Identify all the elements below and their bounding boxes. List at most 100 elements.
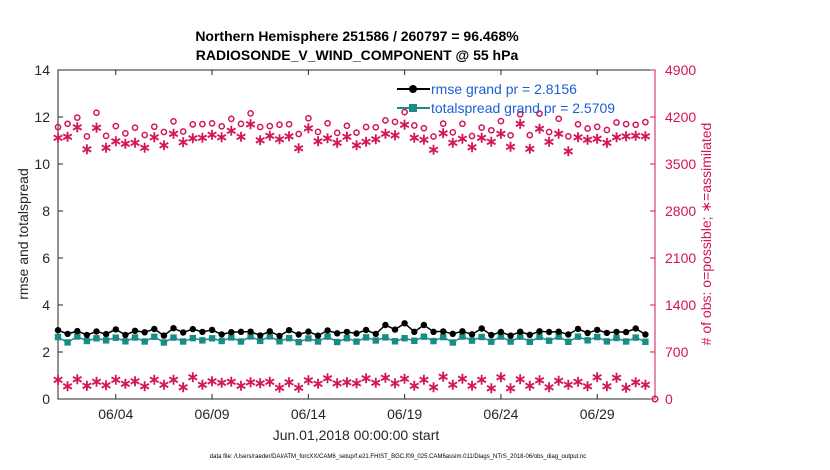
point-rmse [266,328,273,335]
point-rmse [295,331,302,338]
chart-title-line2: RADIOSONDE_V_WIND_COMPONENT @ 55 hPa [196,47,519,63]
point-possible [420,124,428,132]
point-assimilated-low: ∗ [485,380,498,397]
point-rmse [218,331,225,338]
legend-rmse-label: rmse grand pr = 2.8156 [431,81,577,97]
point-assimilated-low: ∗ [572,373,585,390]
point-rmse [314,332,322,339]
point-totalspread [517,333,524,340]
point-assimilated: ∗ [437,125,450,142]
point-totalspread [401,335,408,342]
point-possible [545,128,553,136]
point-assimilated-low: ∗ [61,378,74,395]
point-possible [189,121,197,128]
point-assimilated-low: ∗ [129,373,142,390]
point-rmse [478,325,485,332]
point-totalspread [613,334,620,342]
point-rmse [237,328,245,335]
point-rmse [362,326,370,334]
y-tick-label-left: 10 [34,156,50,172]
point-assimilated-low: ∗ [187,369,200,386]
point-possible [305,114,312,122]
point-assimilated: ∗ [264,127,277,144]
point-totalspread [574,333,582,340]
point-possible [622,120,630,128]
point-rmse [545,328,553,336]
point-totalspread [497,333,505,340]
point-possible [459,120,466,128]
point-rmse [189,325,196,333]
y-tick-label-right: 3500 [665,156,696,172]
point-totalspread [189,334,196,342]
point-assimilated: ∗ [167,126,180,143]
point-assimilated-low: ∗ [591,369,604,386]
point-rmse [420,321,428,329]
point-rmse [83,331,91,339]
point-rmse [102,330,110,338]
point-rmse [536,328,543,335]
point-totalspread [488,338,495,345]
x-tick-label: 06/24 [483,406,518,422]
point-assimilated: ∗ [456,130,469,147]
point-totalspread [83,337,91,345]
point-rmse [497,328,505,336]
point-assimilated: ∗ [418,132,431,149]
point-assimilated: ∗ [100,139,113,156]
point-assimilated-low: ∗ [302,372,315,389]
x-axis-label: Jun.01,2018 00:00:00 start [273,427,440,443]
x-tick-label: 06/29 [580,406,615,422]
point-assimilated: ∗ [110,133,123,150]
point-totalspread [334,338,341,346]
point-assimilated-low: ∗ [533,372,546,389]
point-assimilated-low: ∗ [167,372,180,389]
point-assimilated-low: ∗ [581,378,594,395]
point-assimilated: ∗ [187,130,200,147]
point-totalspread [536,333,543,341]
point-totalspread [411,337,418,344]
point-rmse [603,329,611,337]
point-totalspread [555,333,562,340]
point-rmse [517,328,524,335]
point-totalspread [468,337,476,344]
point-rmse [54,327,62,334]
point-rmse [343,328,351,336]
point-rmse [411,328,418,335]
point-assimilated: ∗ [447,135,460,152]
point-totalspread [170,334,177,341]
point-assimilated: ∗ [543,134,556,151]
point-assimilated-low: ∗ [562,377,575,394]
point-rmse [565,331,572,338]
point-totalspread [64,339,71,346]
point-possible [516,110,524,118]
point-assimilated-low: ∗ [52,372,65,389]
point-assimilated: ∗ [71,119,84,136]
point-rmse [64,330,71,338]
point-totalspread [420,333,428,340]
point-rmse [285,327,293,334]
point-assimilated: ∗ [292,140,305,157]
point-totalspread [353,338,360,345]
point-assimilated: ∗ [312,133,325,150]
point-totalspread [594,333,601,341]
point-assimilated: ∗ [119,135,132,152]
point-assimilated: ∗ [572,129,585,146]
point-totalspread [622,338,630,345]
point-possible [449,129,457,136]
point-assimilated: ∗ [485,133,498,150]
point-assimilated-low: ∗ [283,374,296,391]
point-possible [507,131,514,139]
point-assimilated: ∗ [581,132,594,149]
point-assimilated-low: ∗ [273,379,286,396]
point-rmse [488,331,495,339]
point-totalspread [382,334,389,341]
point-totalspread [362,334,370,341]
point-totalspread [199,337,206,344]
point-totalspread [180,338,187,345]
point-assimilated-low: ∗ [119,376,132,393]
point-assimilated-low: ∗ [148,372,161,389]
point-possible [642,118,649,126]
point-possible [497,117,505,125]
point-assimilated: ∗ [370,131,383,148]
point-possible [353,129,360,136]
